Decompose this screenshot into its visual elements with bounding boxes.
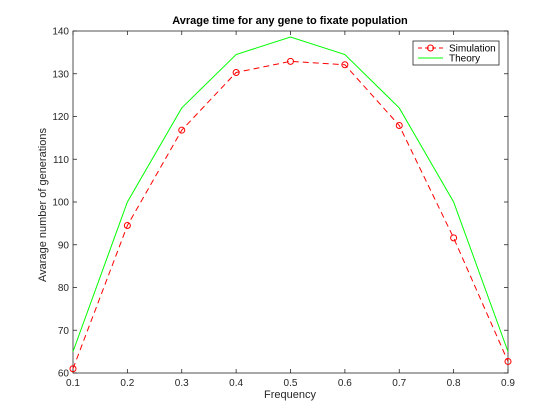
x-tick-label: 0.2 bbox=[120, 378, 134, 389]
data-point-simulation bbox=[287, 57, 294, 65]
x-tick-label: 0.3 bbox=[175, 378, 189, 389]
series-line-theory bbox=[72, 36, 509, 352]
legend-label-simulation: Simulation bbox=[449, 44, 496, 55]
x-tick-label: 0.1 bbox=[66, 378, 80, 389]
y-tick-label: 130 bbox=[52, 69, 69, 80]
legend-marker-simulation bbox=[427, 44, 434, 52]
axes-box bbox=[72, 30, 509, 374]
plot-area: 0.1 0.2 0.3 0.4 0.5 0.6 0.7 0.8 0.9 60 70 80 90 100 11… bbox=[52, 27, 515, 390]
y-tick-label: 60 bbox=[58, 369, 70, 380]
x-tick-label: 0.4 bbox=[229, 378, 243, 389]
x-tick-label: 0.7 bbox=[392, 378, 406, 389]
x-tick-label: 0.8 bbox=[447, 378, 461, 389]
data-point-simulation bbox=[232, 68, 240, 76]
legend-box bbox=[412, 40, 500, 66]
y-tick-label: 80 bbox=[58, 283, 70, 294]
y-tick-label: 120 bbox=[52, 112, 69, 123]
data-point-simulation bbox=[341, 61, 349, 69]
y-tick-label: 110 bbox=[53, 155, 69, 166]
chart-title: Avrage time for any gene to fixate popul… bbox=[172, 15, 408, 27]
y-tick-label: 70 bbox=[58, 326, 70, 337]
legend-label-theory: Theory bbox=[449, 54, 480, 65]
data-point-simulation bbox=[395, 121, 403, 129]
x-axis-label: Frequency bbox=[264, 389, 316, 401]
data-point-simulation bbox=[450, 234, 458, 242]
y-axis-label: Avarage number of generations bbox=[37, 128, 49, 282]
y-tick-label: 100 bbox=[52, 198, 69, 209]
x-tick-label: 0.6 bbox=[338, 378, 352, 389]
data-point-simulation bbox=[69, 365, 77, 373]
data-point-simulation bbox=[178, 126, 186, 134]
x-tick-label: 0.9 bbox=[501, 378, 515, 389]
y-tick-label: 140 bbox=[52, 27, 69, 38]
data-point-simulation bbox=[123, 222, 131, 230]
x-tick-label: 0.5 bbox=[284, 378, 298, 389]
y-tick-label: 90 bbox=[58, 240, 70, 251]
data-point-simulation bbox=[504, 357, 512, 365]
